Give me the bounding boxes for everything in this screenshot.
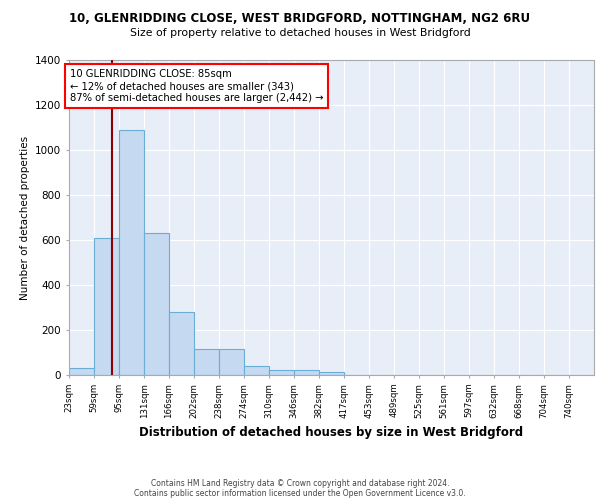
X-axis label: Distribution of detached houses by size in West Bridgford: Distribution of detached houses by size … [139,426,524,439]
Bar [119,130,144,375]
Y-axis label: Number of detached properties: Number of detached properties [20,136,29,300]
Bar [94,238,119,375]
Bar [194,349,219,375]
Bar [269,370,294,375]
Bar [144,233,169,375]
Bar [294,370,319,375]
Text: 10 GLENRIDDING CLOSE: 85sqm
← 12% of detached houses are smaller (343)
87% of se: 10 GLENRIDDING CLOSE: 85sqm ← 12% of det… [70,70,323,102]
Bar [69,368,94,375]
Bar [244,366,269,375]
Text: Size of property relative to detached houses in West Bridgford: Size of property relative to detached ho… [130,28,470,38]
Bar [219,349,244,375]
Text: Contains HM Land Registry data © Crown copyright and database right 2024.: Contains HM Land Registry data © Crown c… [151,478,449,488]
Text: Contains public sector information licensed under the Open Government Licence v3: Contains public sector information licen… [134,488,466,498]
Text: 10, GLENRIDDING CLOSE, WEST BRIDGFORD, NOTTINGHAM, NG2 6RU: 10, GLENRIDDING CLOSE, WEST BRIDGFORD, N… [70,12,530,26]
Bar [319,372,344,375]
Bar [169,312,194,375]
